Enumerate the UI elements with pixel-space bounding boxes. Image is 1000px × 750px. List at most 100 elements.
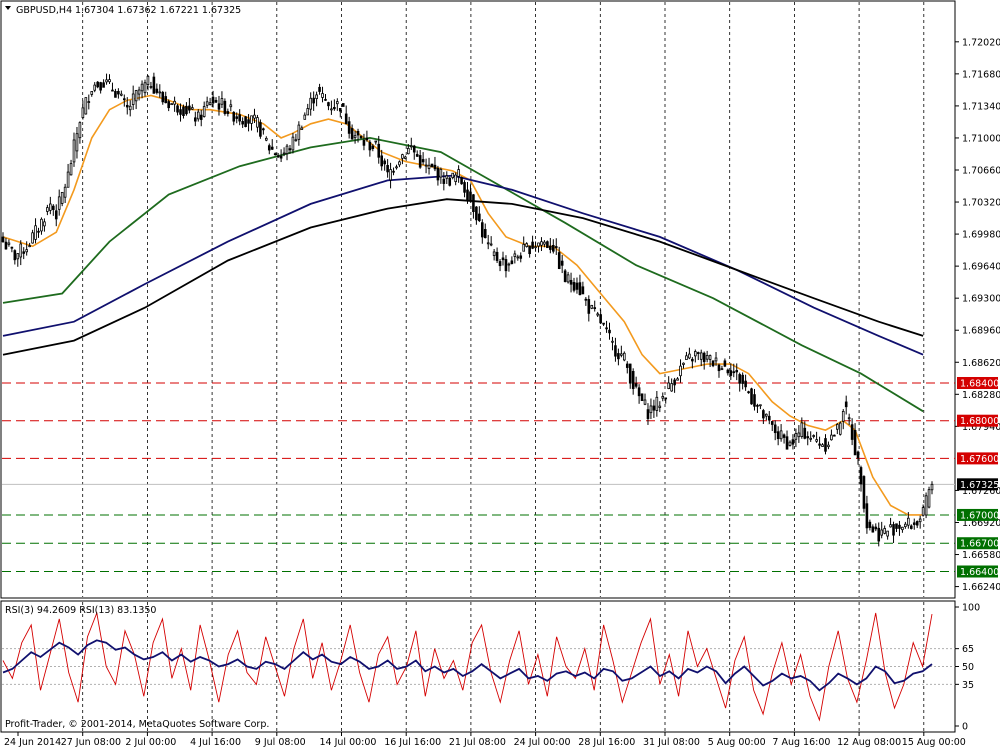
candle-bear [631,371,635,389]
candle-bull [282,152,286,155]
candle-bear [54,210,58,220]
candle-bull [759,404,762,407]
time-label: 5 Aug 00:00 [708,737,766,748]
candle-bear [498,261,502,267]
candle-bear [386,165,389,173]
candle-bear [235,116,239,119]
candle-bull [69,163,73,176]
candle-bear [383,160,386,165]
candle-bear [510,260,514,265]
candle-bull [904,523,907,528]
candle-bear [593,307,597,310]
candle-bear [776,431,780,440]
candle-bear [125,104,129,108]
candle-bull [285,145,289,154]
candle-bull [374,140,378,143]
candle-bear [818,443,821,446]
candle-bear [575,282,579,290]
candle-bear [735,370,739,373]
candle-bull [427,164,431,169]
candle-bull [19,243,23,258]
candle-bull [489,243,493,246]
candle-bull [815,439,818,442]
candle-bull [134,90,138,102]
candle-bear [753,394,756,407]
candle-bear [614,345,617,357]
candle-bear [273,153,277,156]
candle-bull [60,191,64,204]
resistance-level-tag-text: 1.67600 [960,454,999,465]
rsi-tick-label: 100 [962,603,980,614]
candle-bear [608,329,611,334]
candle-bear [466,189,469,202]
candle-bear [856,451,860,459]
candle-bull [16,253,20,260]
candle-bear [483,229,487,239]
candle-bear [554,246,558,248]
candle-bear [217,103,221,110]
chart-symbol: GBPUSD,H4 [16,5,72,16]
candle-bull [66,171,70,188]
collapse-triangle-icon[interactable] [5,6,11,10]
candle-bull [291,136,295,151]
candle-bull [907,517,910,526]
candle-bull [84,97,88,115]
price-tick-label: 1.67260 [962,486,1000,497]
candle-bull [694,351,697,357]
candle-bear [188,105,191,111]
candle-bear [247,119,250,124]
candle-bull [424,164,428,167]
candle-bull [7,242,11,245]
candle-bull [507,263,511,266]
candle-bull [401,154,404,159]
candle-bull [205,101,209,106]
candle-bull [143,82,147,94]
candle-bear [111,89,114,92]
candle-bull [63,186,67,198]
price-tick-label: 1.66920 [962,518,1000,529]
candle-bear [167,101,170,109]
rsi-axis: 100 65 50 35 0 [955,603,980,733]
candle-bull [788,441,792,446]
candle-bear [333,107,336,110]
candle-bull [921,507,925,516]
support-level-tag [957,565,998,578]
candle-bear [350,128,354,140]
candle-bull [146,75,150,86]
candle-bull [445,175,449,179]
candle-bear [442,178,446,184]
candle-bear [673,379,676,386]
candle-bear [123,98,126,101]
candle-bull [679,365,682,377]
candle-bull [149,85,153,88]
candle-bear [637,387,641,397]
candle-bull [705,355,709,360]
time-label: 4 Jul 16:00 [190,737,241,748]
candle-bull [131,93,135,105]
candle-bear [179,109,182,115]
candle-bull [78,122,82,139]
candle-bear [824,438,827,452]
candle-bear [865,503,869,529]
candle-bull [590,305,594,309]
price-tick-label: 1.69640 [962,262,1000,273]
candle-bear [238,114,241,122]
time-label: 12 Aug 08:00 [837,737,901,748]
price-tick-label: 1.69980 [962,230,1000,241]
support-resistance-levels [2,382,955,572]
candle-bear [412,145,416,153]
candle-bear [844,401,848,408]
candle-bull [191,107,194,110]
time-label: 21 Jul 08:00 [449,737,506,748]
candle-bear [460,177,463,185]
candle-bear [915,521,919,526]
candle-bull [128,105,132,111]
candle-bear [723,360,727,367]
candle-bull [779,430,783,440]
resistance-level-tag [957,452,998,465]
level-tags: 1.67325 1.68400 1.68000 1.67600 1.67000 1.667… [957,376,999,578]
candle-bear [853,430,857,456]
support-level-tag [957,537,998,550]
candle-bull [513,253,517,257]
candle-bear [10,246,14,249]
